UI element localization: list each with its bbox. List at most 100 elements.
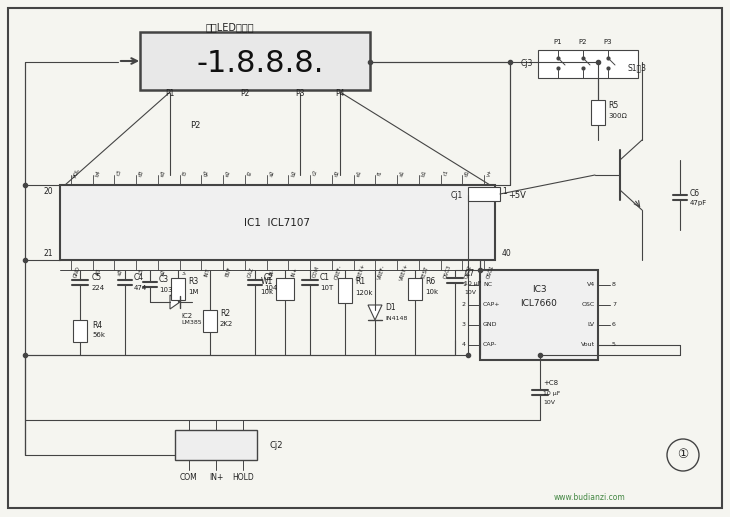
Text: a3: a3: [116, 268, 123, 276]
Bar: [538, 50, 638, 78]
Text: a2: a2: [269, 169, 275, 177]
Text: 2: 2: [462, 302, 466, 308]
Text: 10V: 10V: [543, 401, 555, 405]
Text: 10 μF: 10 μF: [543, 391, 561, 397]
Text: c3: c3: [116, 169, 123, 177]
Text: v-: v-: [182, 269, 188, 275]
Text: POL: POL: [73, 168, 81, 178]
Text: 10 μF: 10 μF: [464, 281, 481, 285]
Text: IC3: IC3: [531, 285, 546, 295]
Text: VREF-: VREF-: [377, 264, 387, 280]
Text: OSC3: OSC3: [442, 265, 452, 280]
Text: VREF+: VREF+: [399, 263, 410, 281]
Text: IN+: IN+: [291, 267, 298, 278]
Text: R1: R1: [355, 278, 365, 286]
Bar: [338, 278, 352, 303]
Text: P1: P1: [165, 88, 174, 98]
Text: V4: V4: [587, 282, 595, 287]
Text: C1: C1: [320, 273, 330, 282]
Bar: [591, 100, 605, 125]
Text: b1: b1: [421, 169, 428, 177]
Text: www.budianzi.com: www.budianzi.com: [554, 493, 626, 501]
Text: 40: 40: [502, 250, 512, 258]
Text: P2: P2: [190, 120, 200, 129]
Text: 1: 1: [502, 187, 507, 195]
Text: W1: W1: [261, 278, 273, 286]
Text: Cj1: Cj1: [450, 190, 463, 200]
Text: 10V: 10V: [464, 290, 476, 295]
Text: Cj3: Cj3: [520, 59, 533, 68]
Text: +C8: +C8: [543, 380, 558, 386]
Text: 3: 3: [462, 323, 466, 327]
Text: CREF+: CREF+: [356, 263, 366, 281]
Text: 224: 224: [92, 285, 105, 291]
Text: CAP-: CAP-: [483, 342, 497, 347]
Bar: [276, 278, 294, 300]
Text: P3: P3: [604, 39, 612, 45]
Text: 共阳LED数码管: 共阳LED数码管: [206, 22, 254, 32]
Text: 474: 474: [134, 285, 147, 291]
Text: C7: C7: [465, 269, 475, 279]
Bar: [140, 32, 370, 90]
Polygon shape: [170, 295, 180, 309]
Text: P4: P4: [335, 88, 345, 98]
Text: CAP+: CAP+: [483, 302, 501, 308]
Text: C2: C2: [264, 273, 274, 282]
Text: P2: P2: [579, 39, 587, 45]
Text: COM: COM: [180, 473, 198, 481]
Text: P3: P3: [295, 88, 304, 98]
Text: 1M: 1M: [188, 289, 199, 295]
Text: 8: 8: [612, 282, 616, 287]
Bar: [480, 270, 598, 360]
Text: 120k: 120k: [355, 290, 372, 296]
Text: #3: #3: [95, 268, 101, 277]
Text: c3: c3: [138, 268, 145, 276]
Text: 10T: 10T: [320, 285, 334, 291]
Text: GND: GND: [483, 323, 498, 327]
Text: COM: COM: [312, 265, 320, 279]
Text: a1: a1: [399, 169, 406, 177]
Text: R3: R3: [188, 278, 199, 286]
Text: b2: b2: [291, 169, 297, 177]
Text: P1: P1: [553, 39, 562, 45]
Text: 10k: 10k: [425, 289, 438, 295]
Text: g2: g2: [204, 169, 210, 177]
Text: Cj2: Cj2: [270, 440, 283, 449]
Text: TEST: TEST: [421, 265, 430, 279]
Text: 300Ω: 300Ω: [608, 113, 627, 119]
Text: IN-: IN-: [269, 268, 276, 276]
Text: LV: LV: [588, 323, 595, 327]
Text: OSC2: OSC2: [464, 264, 474, 280]
Text: c2: c2: [312, 169, 319, 177]
Text: BUF: BUF: [225, 266, 233, 278]
Bar: [60, 185, 495, 260]
Text: 104: 104: [264, 285, 277, 291]
Text: R4: R4: [92, 321, 102, 329]
Text: 7: 7: [612, 302, 616, 308]
Text: INT: INT: [204, 267, 211, 277]
Text: b4: b4: [95, 169, 101, 177]
Text: f3: f3: [182, 170, 188, 176]
Text: ICL7660: ICL7660: [520, 298, 558, 308]
Text: C5: C5: [92, 273, 102, 282]
Text: R6: R6: [425, 278, 435, 286]
Text: 10k: 10k: [260, 289, 273, 295]
Text: IC2: IC2: [181, 313, 192, 319]
Text: D1: D1: [385, 303, 396, 312]
Text: NC: NC: [483, 282, 492, 287]
Text: e1: e1: [356, 169, 362, 177]
Bar: [171, 278, 185, 300]
Text: ①: ①: [677, 449, 688, 462]
Text: R5: R5: [608, 100, 618, 110]
Text: d3: d3: [138, 169, 145, 177]
Text: 5: 5: [612, 342, 616, 347]
Text: GND: GND: [73, 266, 81, 279]
Text: v+: v+: [486, 169, 493, 177]
Text: C6: C6: [690, 189, 700, 197]
Text: f2: f2: [247, 170, 253, 176]
Text: e3: e3: [160, 169, 166, 177]
Bar: [203, 310, 217, 332]
Text: CREF-: CREF-: [334, 264, 343, 280]
Text: C3: C3: [159, 276, 169, 284]
Text: P2: P2: [240, 88, 250, 98]
